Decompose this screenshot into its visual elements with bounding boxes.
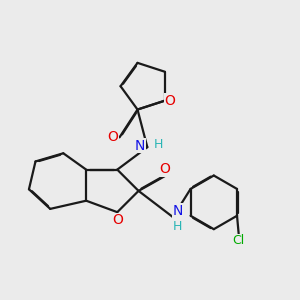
Text: O: O: [164, 94, 175, 108]
Text: N: N: [172, 204, 183, 218]
Text: Cl: Cl: [232, 235, 245, 248]
Text: O: O: [112, 213, 123, 227]
Text: H: H: [173, 220, 182, 233]
Text: O: O: [159, 162, 170, 176]
Text: O: O: [107, 130, 118, 144]
Text: H: H: [154, 138, 164, 151]
Text: N: N: [135, 139, 145, 152]
